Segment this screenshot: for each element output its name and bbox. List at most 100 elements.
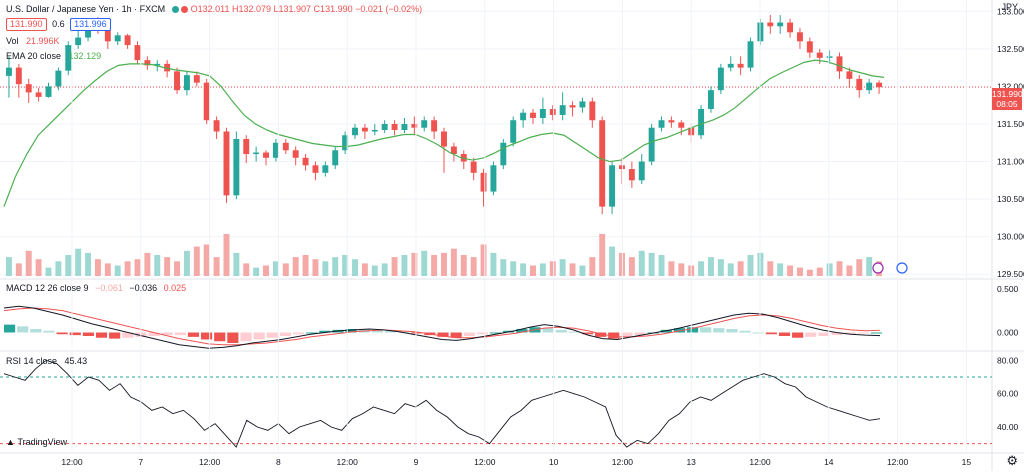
candle-body <box>678 122 685 128</box>
macd-histogram-bar <box>831 332 843 336</box>
volume-bar <box>282 263 289 276</box>
symbol-title[interactable]: U.S. Dollar / Japanese Yen · 1h · FXCM <box>6 4 166 14</box>
macd-histogram-bar <box>660 329 672 333</box>
candle-body <box>183 75 190 91</box>
macd-histogram-bar <box>4 324 16 333</box>
volume-value: 21.996K <box>26 36 60 46</box>
candle-body <box>213 120 220 132</box>
bid-price-box[interactable]: 131.990 <box>6 18 47 31</box>
volume-bar <box>460 255 467 276</box>
candle-body <box>579 101 586 108</box>
macd-histogram-bar <box>726 329 738 333</box>
volume-bar <box>836 261 843 276</box>
volume-bar <box>816 267 823 276</box>
volume-bar <box>747 255 754 276</box>
candle-body <box>441 131 447 147</box>
volume-bar <box>65 255 72 276</box>
macd-histogram-bar <box>542 328 554 333</box>
volume-bar <box>15 263 22 276</box>
candle-body <box>787 22 794 33</box>
macd-histogram-bar <box>581 332 594 335</box>
macd-line-value: −0.036 <box>129 283 158 293</box>
candle-body <box>65 45 72 71</box>
lightning-icon <box>872 262 884 274</box>
volume-bar <box>767 261 774 276</box>
time-tick-label: 12:00 <box>749 457 771 467</box>
gear-icon[interactable]: ⚙ <box>1006 453 1018 468</box>
candle-body <box>708 90 714 109</box>
volume-bar <box>648 252 655 276</box>
macd-histogram-bar <box>240 332 252 342</box>
candle-body <box>391 123 398 130</box>
macd-histogram-bar <box>82 332 94 336</box>
macd-histogram-bar <box>489 332 502 334</box>
candle-body <box>332 150 339 166</box>
volume-bar <box>727 263 734 276</box>
time-tick-label: 12:00 <box>337 457 359 467</box>
rsi-line <box>3 359 881 448</box>
candle-body <box>836 56 843 72</box>
volume-bar <box>737 261 744 276</box>
spread-value: 0.6 <box>52 19 65 29</box>
volume-bar <box>431 255 438 276</box>
volume-bar <box>154 255 161 276</box>
volume-bar <box>441 252 447 276</box>
volume-bar <box>539 263 546 276</box>
macd-histogram-bar <box>870 332 883 334</box>
candle-body <box>75 37 82 46</box>
volume-bar <box>470 257 477 276</box>
macd-histogram-bar <box>792 332 804 338</box>
candle-body <box>569 105 576 108</box>
ask-price-box[interactable]: 131.996 <box>70 18 111 31</box>
volume-bar <box>589 257 596 276</box>
time-tick-label: 14 <box>824 457 834 467</box>
candle-body <box>154 63 161 66</box>
macd-histogram-bar <box>201 332 213 340</box>
volume-bar <box>332 257 339 276</box>
candle-body <box>144 60 151 66</box>
macd-histogram-bar <box>371 329 383 333</box>
candle-body <box>826 56 833 58</box>
candle-body <box>282 142 289 151</box>
volume-bar <box>183 250 190 276</box>
volume-label: Vol <box>6 36 19 46</box>
candle-body <box>272 142 279 158</box>
candle-body <box>500 142 507 166</box>
tradingview-logo[interactable]: ▲ TradingView <box>6 437 67 447</box>
candle-body <box>312 165 319 173</box>
candle-body <box>223 131 230 196</box>
macd-histogram-bar <box>516 329 528 333</box>
candle-body <box>816 52 823 58</box>
ema-legend: EMA 20 close 132.129 <box>6 50 101 62</box>
candle-body <box>698 108 705 136</box>
macd-histogram-bar <box>214 332 226 342</box>
macd-histogram-bar <box>266 332 278 338</box>
candle-body <box>668 120 675 123</box>
volume-bar <box>698 261 705 276</box>
volume-bar <box>549 261 556 276</box>
candle-body <box>35 92 42 97</box>
macd-histogram-bar <box>765 332 777 335</box>
volume-bar <box>856 259 863 276</box>
volume-bar <box>272 261 279 276</box>
currency-label[interactable]: JPY <box>1001 2 1018 12</box>
volume-bar <box>678 263 685 276</box>
candle-body <box>777 22 784 27</box>
time-tick-label: 15 <box>962 457 972 467</box>
candle-body <box>174 71 180 91</box>
candle-body <box>322 165 329 173</box>
macd-histogram-bar <box>818 332 830 336</box>
macd-histogram-bar <box>752 332 764 334</box>
rsi-tick-label: 40.00 <box>997 422 1019 432</box>
candle-body <box>352 127 358 136</box>
candle-body <box>45 86 52 97</box>
rsi-tick-label: 60.00 <box>997 389 1019 399</box>
macd-signal-line <box>3 307 881 346</box>
volume-bar <box>134 259 141 276</box>
volume-bar <box>450 248 457 276</box>
volume-bar <box>510 261 517 276</box>
macd-histogram-bar <box>450 332 462 338</box>
volume-legend: Vol 21.996K <box>6 35 60 47</box>
